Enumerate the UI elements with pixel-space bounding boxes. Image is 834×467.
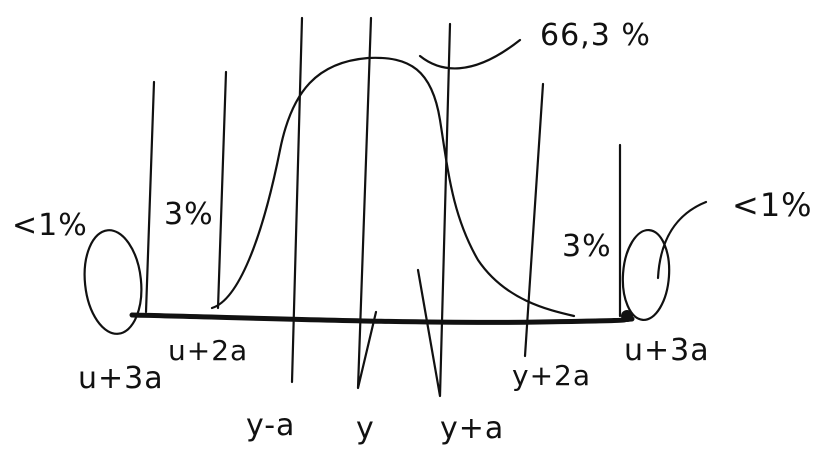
line-right-second: [523, 82, 545, 358]
tick-left-outer: u+3a: [78, 361, 164, 396]
tick-left-first: y-a: [246, 408, 295, 443]
tick-left-second: u+2a: [168, 334, 248, 367]
line-left-first: [290, 16, 304, 384]
right-inner-percent-label: 3%: [562, 229, 612, 264]
line-left-second: [216, 70, 228, 310]
left-tail-percent-label: <1%: [12, 208, 88, 243]
peak-leader-line: [418, 38, 522, 70]
right-tail-ellipse: [621, 228, 671, 322]
left-tail-ellipse: [83, 229, 143, 335]
line-right-first: [416, 22, 452, 398]
right-axis-dot: [621, 310, 633, 322]
line-center: [356, 16, 378, 390]
tick-right-second: y+2a: [512, 359, 591, 392]
right-tail-leader-line: [656, 200, 708, 280]
tick-center: y: [356, 411, 375, 446]
peak-percent-label: 66,3 %: [540, 18, 651, 53]
baseline-axis: [129, 312, 635, 325]
bell-curve: [210, 56, 576, 318]
right-tail-percent-label: <1%: [732, 186, 813, 224]
tick-right-outer: u+3a: [624, 333, 710, 368]
line-left-outer: [144, 80, 156, 314]
left-inner-percent-label: 3%: [164, 197, 214, 232]
tick-right-first: y+a: [440, 411, 504, 446]
